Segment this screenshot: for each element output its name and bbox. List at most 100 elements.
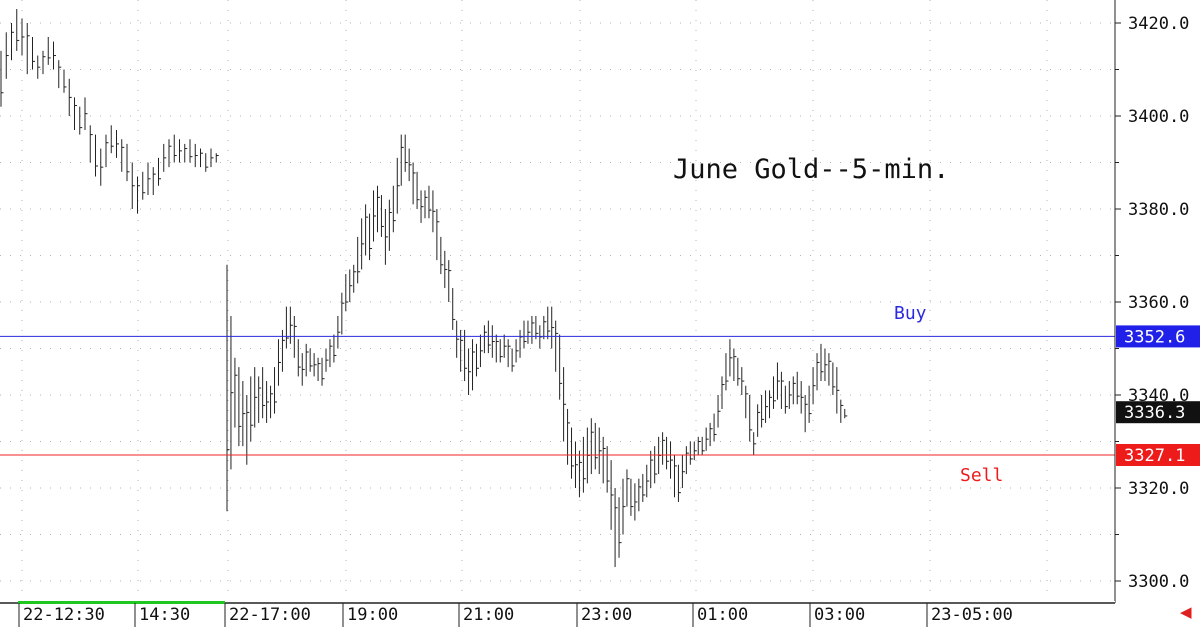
y-tick-label: 3340.0	[1128, 386, 1189, 406]
price-bar	[571, 427, 575, 479]
price-bar	[337, 315, 341, 349]
price-bar	[761, 395, 765, 428]
x-axis-labels: 22-12:30 14:30 22-17:00 19:00 21:00 23:00 01:0…	[18, 603, 1013, 627]
price-bar	[527, 320, 531, 344]
level-lines	[0, 335, 1115, 456]
price-bar	[380, 195, 384, 237]
price-bar	[258, 376, 262, 423]
price-bar	[535, 315, 539, 340]
price-bar	[47, 36, 51, 65]
price-bar	[26, 23, 30, 75]
price-bar	[606, 446, 610, 493]
x-axis-band	[0, 601, 1115, 627]
price-bar	[808, 385, 812, 423]
price-bar	[689, 441, 693, 465]
price-bar	[452, 288, 456, 330]
price-bar	[121, 139, 125, 172]
price-bar	[404, 134, 408, 172]
price-bar	[741, 367, 745, 395]
price-bar	[238, 367, 242, 447]
price-bar	[757, 404, 761, 437]
price-bar	[765, 390, 769, 423]
x-tick-label: 19:00	[347, 605, 398, 625]
price-bar	[618, 497, 622, 558]
x-tick-label: 22-17:00	[229, 605, 311, 625]
price-bar	[594, 422, 598, 470]
price-bar	[622, 478, 626, 535]
price-bar	[638, 478, 642, 512]
price-bar	[499, 339, 503, 363]
price-bar	[563, 367, 567, 442]
price-bar	[353, 264, 357, 293]
price-bar	[725, 353, 729, 391]
price-bar	[733, 348, 737, 382]
price-bar	[519, 329, 523, 358]
price-bar	[788, 381, 792, 409]
price-bar	[646, 464, 650, 498]
price-bar	[262, 367, 266, 419]
price-bar	[116, 129, 119, 158]
price-bar	[412, 162, 416, 205]
price-bar	[483, 325, 487, 354]
x-tick-label: 22-12:30	[23, 605, 105, 625]
price-bar	[254, 367, 258, 428]
y-tick-label: 3420.0	[1128, 14, 1189, 34]
price-bar	[559, 334, 563, 400]
price-bar	[590, 418, 594, 475]
price-bar	[392, 185, 396, 233]
price-bar	[753, 432, 757, 456]
x-tick-label: 14:30	[139, 605, 190, 625]
price-bar	[551, 306, 555, 349]
price-bar	[147, 162, 151, 196]
price-bar	[79, 106, 83, 135]
price-bar	[681, 455, 685, 488]
price-bar	[547, 306, 551, 340]
price-bar	[713, 413, 717, 442]
buy-level-label: Buy	[894, 303, 927, 324]
price-bar	[53, 41, 56, 70]
price-bar	[215, 153, 219, 163]
price-bar	[475, 343, 479, 377]
price-bar	[479, 334, 483, 368]
price-bar	[828, 353, 832, 386]
price-bar	[816, 353, 820, 391]
price-bar	[654, 446, 658, 484]
price-bar	[309, 348, 313, 372]
x-tick-label: 01:00	[697, 605, 748, 625]
price-bar	[205, 153, 209, 172]
price-bar	[729, 339, 733, 377]
price-bar	[84, 97, 88, 130]
price-bar	[511, 348, 515, 372]
price-bar	[250, 376, 254, 442]
price-bar	[662, 432, 666, 465]
y-axis-ticks: 3420.0 3400.0 3380.0 3360.0 3340.0 3320.0 3300…	[1115, 14, 1189, 592]
price-bar	[11, 23, 14, 61]
price-bar	[820, 343, 824, 382]
scroll-left-arrow-icon[interactable]: ◀	[1180, 603, 1192, 621]
buy-price-tag: 3352.6	[1116, 325, 1200, 348]
price-bar	[313, 353, 317, 377]
price-bar	[515, 339, 519, 363]
price-bar	[297, 339, 301, 377]
price-bar	[274, 367, 278, 414]
y-tick-label: 3380.0	[1128, 200, 1189, 220]
price-bar	[440, 236, 444, 275]
price-bar	[424, 190, 428, 219]
price-bar	[194, 143, 198, 168]
price-bar	[396, 157, 400, 214]
price-bar	[745, 385, 749, 419]
svg-text:3327.1: 3327.1	[1124, 446, 1185, 466]
price-bar	[152, 167, 156, 196]
price-bar	[780, 371, 784, 409]
price-bar	[21, 18, 25, 56]
price-bar	[543, 315, 547, 340]
price-bar	[321, 357, 325, 386]
price-bar	[100, 148, 104, 186]
price-bar	[184, 143, 188, 163]
price-bar	[16, 9, 20, 51]
price-bar	[456, 320, 460, 358]
price-bar	[436, 209, 440, 261]
price-bar	[400, 134, 404, 186]
price-bar	[685, 446, 689, 475]
price-bar	[388, 199, 392, 251]
